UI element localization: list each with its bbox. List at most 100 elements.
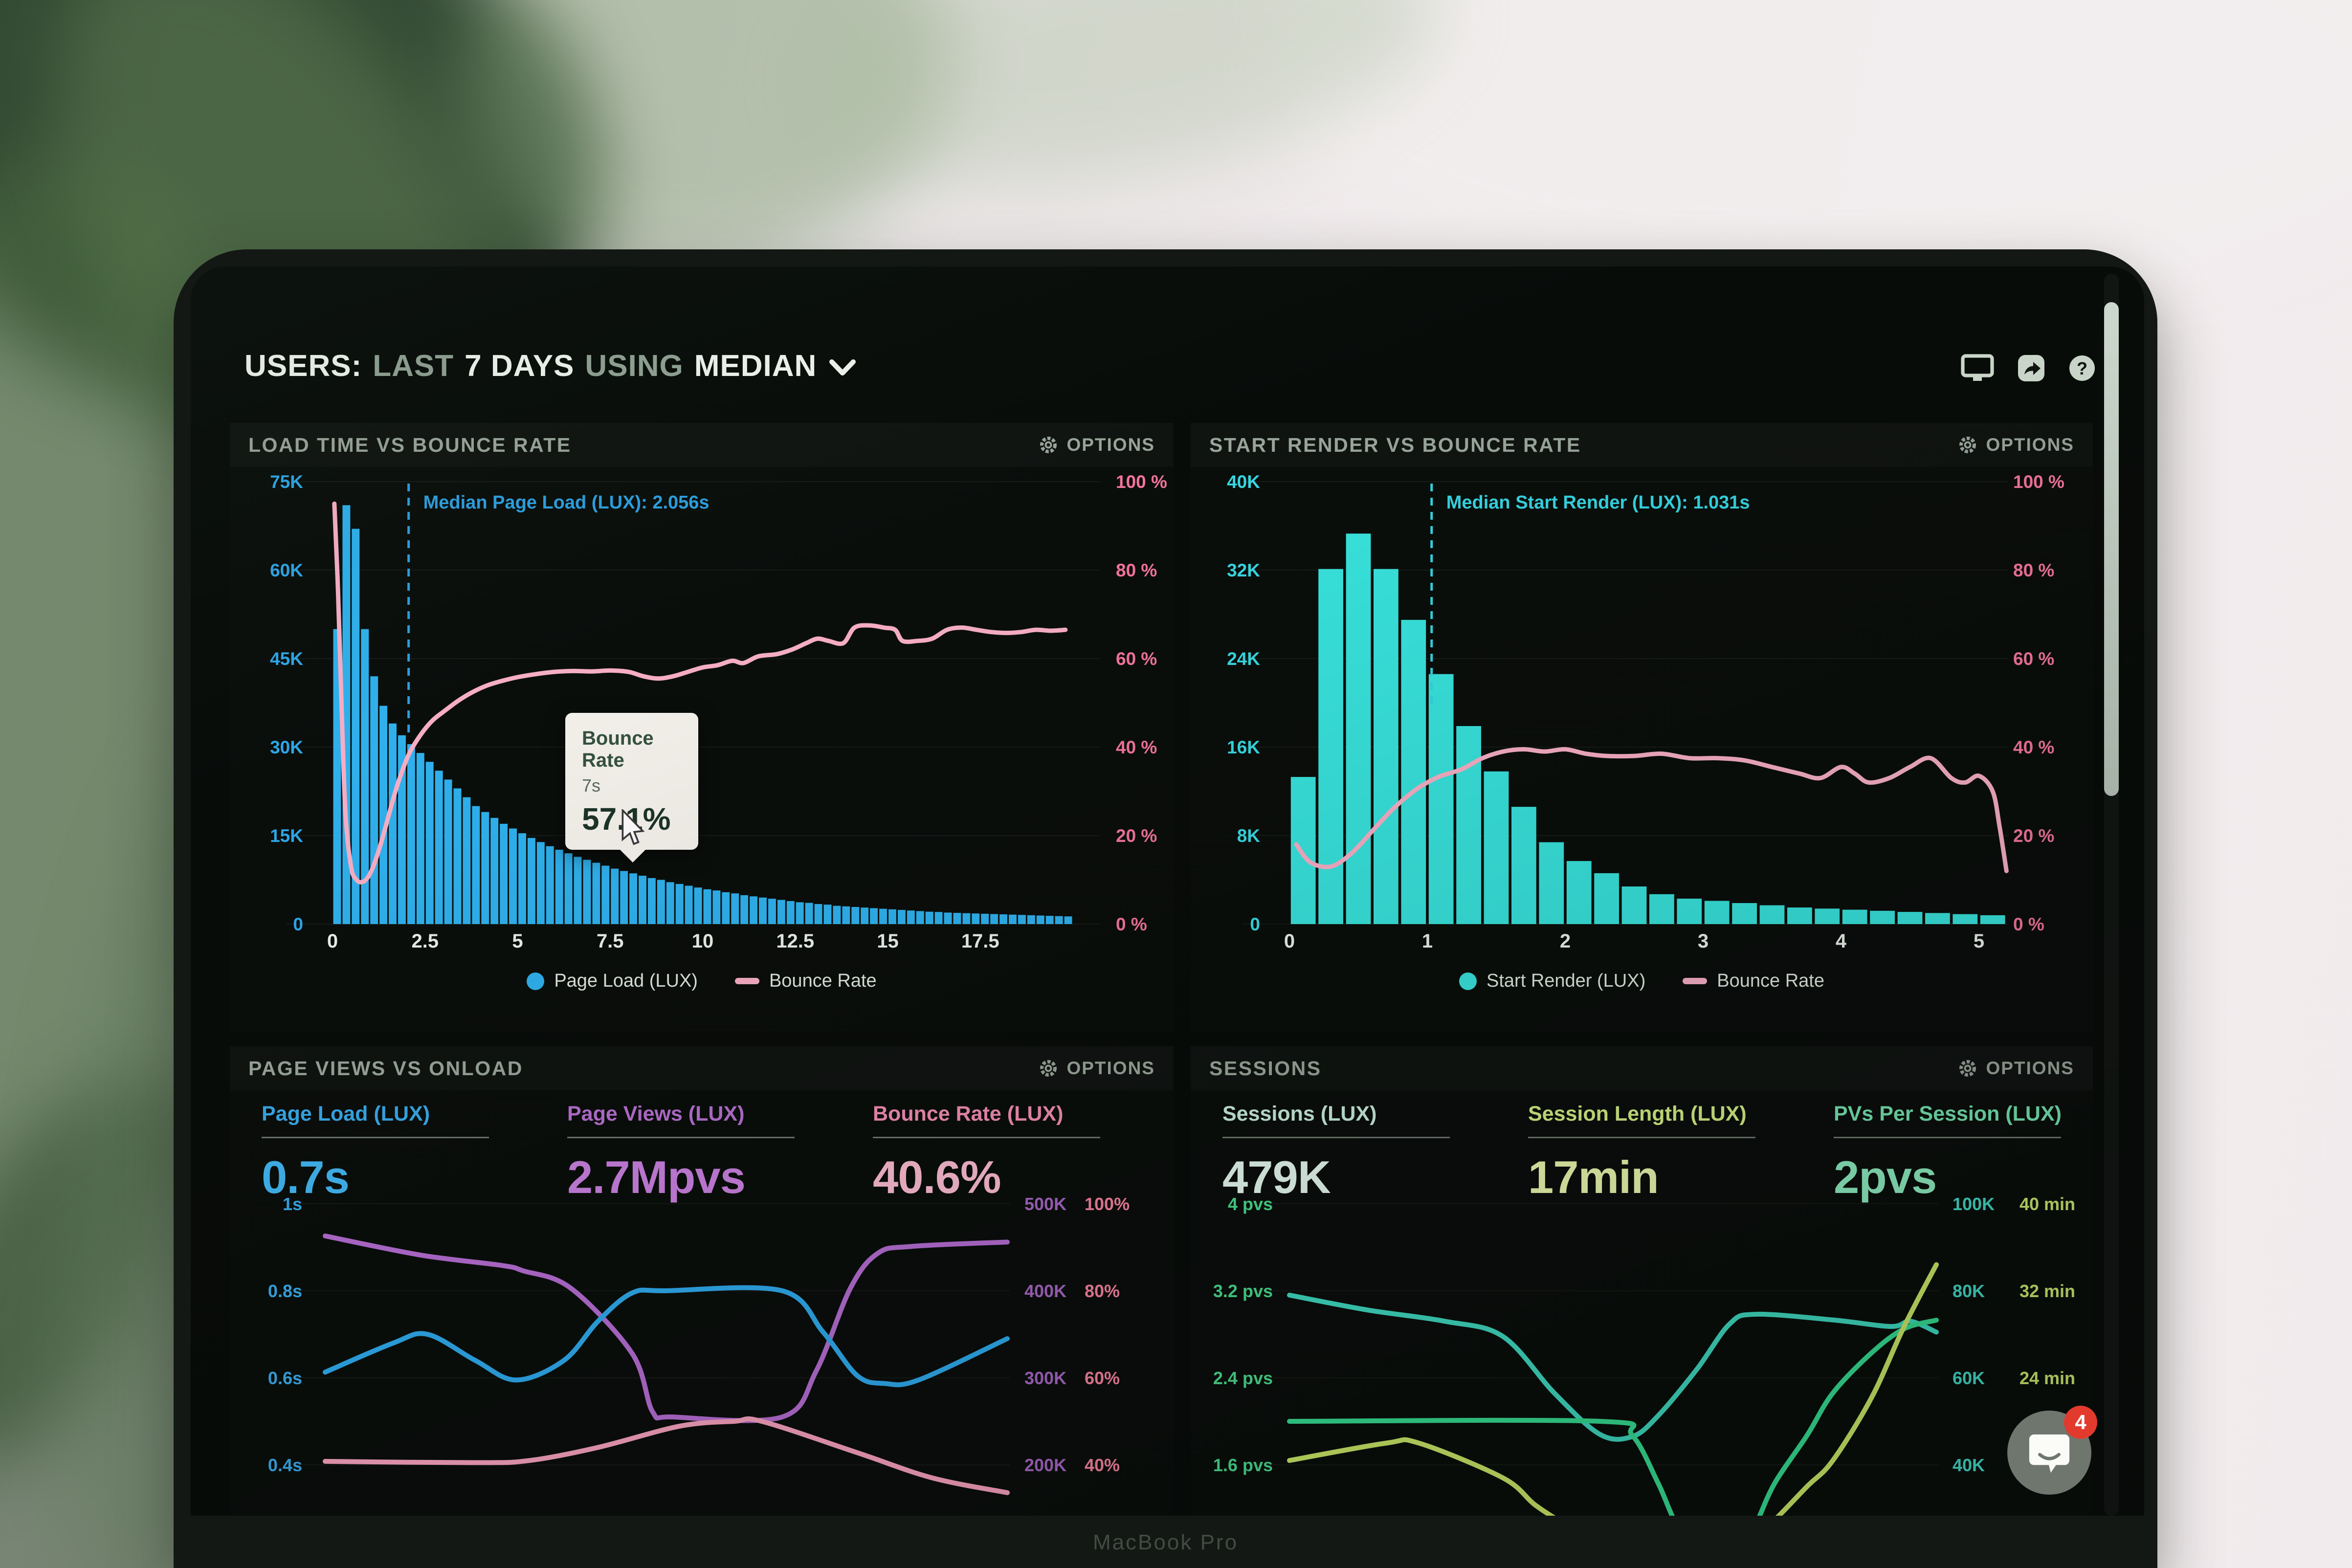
- svg-text:500K: 500K: [1024, 1194, 1066, 1214]
- legend-item[interactable]: Bounce Rate: [734, 971, 877, 992]
- svg-text:60 %: 60 %: [1116, 649, 1157, 669]
- metric-underline: [262, 1137, 489, 1138]
- legend-label: Bounce Rate: [769, 971, 877, 991]
- metric-value: 2pvs: [1834, 1151, 1937, 1203]
- header-toolbar: ?: [1961, 353, 2096, 383]
- legend-dot-swatch: [1459, 972, 1477, 990]
- metric-bounce-rate[interactable]: Bounce Rate (LUX) 40.6%: [873, 1102, 1147, 1204]
- gear-icon: [1959, 437, 1976, 453]
- svg-text:80K: 80K: [1953, 1281, 1985, 1301]
- panel-header: START RENDER VS BOUNCE RATE OPTIONS: [1191, 423, 2093, 467]
- legend-label: Start Render (LUX): [1487, 971, 1646, 991]
- svg-text:100%: 100%: [1085, 1194, 1130, 1214]
- svg-text:20 %: 20 %: [2013, 826, 2054, 846]
- svg-text:60 %: 60 %: [2013, 649, 2054, 669]
- legend-label: Page Load (LUX): [554, 971, 698, 991]
- page-views-vs-onload-chart[interactable]: 1s 0.8s 0.6s 0.4s 500K 400K 300K 200K 100% 80% 60%…: [230, 1173, 1174, 1516]
- metrics-row: Page Load (LUX) 0.7s Page Views (LUX) 2.…: [230, 1095, 1174, 1276]
- title-part: MEDIAN: [694, 349, 817, 383]
- sessions-chart[interactable]: 4 pvs 3.2 pvs 2.4 pvs 1.6 pvs 100K 80K 60K 40K 4…: [1191, 1173, 2093, 1516]
- laptop: USERS: LAST 7 DAYS USING MEDIAN: [174, 249, 2157, 1568]
- legend-item[interactable]: Page Load (LUX): [527, 971, 698, 992]
- options-button[interactable]: OPTIONS: [1957, 1058, 2074, 1079]
- svg-text:40K: 40K: [1953, 1455, 1985, 1475]
- chevron-down-icon[interactable]: [829, 359, 856, 379]
- metric-label: Sessions (LUX): [1222, 1102, 1377, 1126]
- svg-text:200K: 200K: [1024, 1455, 1066, 1475]
- panel-start-render-vs-bounce-rate: START RENDER VS BOUNCE RATE OPTIONS Medi…: [1191, 423, 2093, 1032]
- options-label: OPTIONS: [1066, 435, 1155, 455]
- title-part: 7 DAYS: [465, 349, 575, 383]
- svg-text:1: 1: [1422, 930, 1433, 952]
- svg-text:60%: 60%: [1085, 1368, 1120, 1388]
- svg-text:Median Start Render (LUX): 1.0: Median Start Render (LUX): 1.031s: [1446, 492, 1750, 513]
- svg-text:0: 0: [1250, 914, 1260, 934]
- svg-text:15K: 15K: [270, 826, 303, 846]
- options-button[interactable]: OPTIONS: [1038, 435, 1155, 455]
- metric-label: Page Load (LUX): [262, 1102, 430, 1126]
- metric-page-views[interactable]: Page Views (LUX) 2.7Mpvs: [567, 1102, 841, 1204]
- panel-header: SESSIONS OPTIONS: [1191, 1046, 2093, 1090]
- tooltip-title: Bounce Rate: [582, 728, 654, 771]
- svg-text:0.8s: 0.8s: [268, 1281, 302, 1301]
- legend-label: Bounce Rate: [1717, 971, 1824, 991]
- dashboard-screen: USERS: LAST 7 DAYS USING MEDIAN: [191, 266, 2144, 1516]
- svg-text:4 pvs: 4 pvs: [1228, 1194, 1273, 1214]
- metric-underline: [1222, 1137, 1450, 1138]
- metric-pvs-per-session[interactable]: PVs Per Session (LUX) 2pvs: [1834, 1102, 2108, 1204]
- legend-dash-swatch: [734, 978, 759, 984]
- svg-text:5: 5: [512, 930, 523, 952]
- svg-text:3: 3: [1698, 930, 1709, 952]
- svg-text:0 %: 0 %: [2013, 914, 2044, 934]
- options-label: OPTIONS: [1986, 1058, 2074, 1078]
- metric-value: 479K: [1222, 1151, 1331, 1203]
- options-button[interactable]: OPTIONS: [1957, 435, 2074, 455]
- metric-value: 40.6%: [873, 1151, 1001, 1203]
- options-button[interactable]: OPTIONS: [1038, 1058, 1155, 1079]
- tooltip-subtitle: 7s: [582, 775, 601, 795]
- svg-text:30K: 30K: [270, 737, 303, 757]
- help-icon[interactable]: ?: [2068, 354, 2096, 382]
- svg-text:2: 2: [1560, 930, 1571, 952]
- legend-dash-swatch: [1683, 978, 1708, 984]
- legend-dot-swatch: [527, 972, 545, 990]
- start-render-vs-bounce-rate-chart[interactable]: Median Start Render (LUX): 1.031s 40K 32K 2…: [1191, 469, 2093, 1007]
- svg-text:20 %: 20 %: [1116, 826, 1157, 846]
- metric-underline: [873, 1137, 1100, 1138]
- svg-text:2.5: 2.5: [411, 930, 439, 952]
- metric-page-load[interactable]: Page Load (LUX) 0.7s: [262, 1102, 535, 1204]
- options-label: OPTIONS: [1066, 1058, 1155, 1078]
- svg-text:0: 0: [1284, 930, 1295, 952]
- share-icon[interactable]: [2017, 353, 2046, 383]
- panel-title: SESSIONS: [1209, 1057, 1322, 1080]
- svg-text:0: 0: [327, 930, 338, 952]
- chat-launcher[interactable]: 4: [2007, 1406, 2097, 1495]
- legend-item[interactable]: Start Render (LUX): [1459, 971, 1645, 992]
- metric-sessions[interactable]: Sessions (LUX) 479K: [1222, 1102, 1496, 1204]
- svg-text:?: ?: [2077, 358, 2087, 378]
- svg-text:32K: 32K: [1227, 560, 1260, 580]
- metric-label: PVs Per Session (LUX): [1834, 1102, 2062, 1126]
- scrollbar-thumb[interactable]: [2104, 302, 2119, 796]
- svg-text:5: 5: [1974, 930, 1984, 952]
- svg-text:8K: 8K: [1237, 826, 1261, 846]
- metric-session-length[interactable]: Session Length (LUX) 17min: [1528, 1102, 1802, 1204]
- svg-text:100 %: 100 %: [2013, 472, 2064, 492]
- monitor-icon[interactable]: [1961, 353, 1994, 383]
- svg-text:40 %: 40 %: [2013, 737, 2054, 757]
- load-time-vs-bounce-rate-chart[interactable]: Median Page Load (LUX): 2.056s 75K 60K 45K 3…: [230, 469, 1174, 1007]
- svg-text:2.4 pvs: 2.4 pvs: [1213, 1368, 1273, 1388]
- title-part: USERS:: [244, 349, 362, 383]
- panel-header: LOAD TIME VS BOUNCE RATE OPTIONS: [230, 423, 1174, 467]
- svg-text:12.5: 12.5: [776, 930, 814, 952]
- laptop-brand-label: MacBook Pro: [1092, 1530, 1239, 1554]
- page-title: USERS: LAST 7 DAYS USING MEDIAN: [244, 349, 817, 383]
- svg-text:17.5: 17.5: [961, 930, 999, 952]
- chart-legend: Start Render (LUX) Bounce Rate: [1191, 971, 2093, 992]
- legend-item[interactable]: Bounce Rate: [1683, 971, 1824, 992]
- svg-text:3.2 pvs: 3.2 pvs: [1213, 1281, 1273, 1301]
- svg-text:100 %: 100 %: [1116, 472, 1167, 492]
- panel-title: PAGE VIEWS VS ONLOAD: [248, 1057, 523, 1080]
- panel-title: START RENDER VS BOUNCE RATE: [1209, 433, 1581, 456]
- gear-icon: [1959, 1060, 1976, 1077]
